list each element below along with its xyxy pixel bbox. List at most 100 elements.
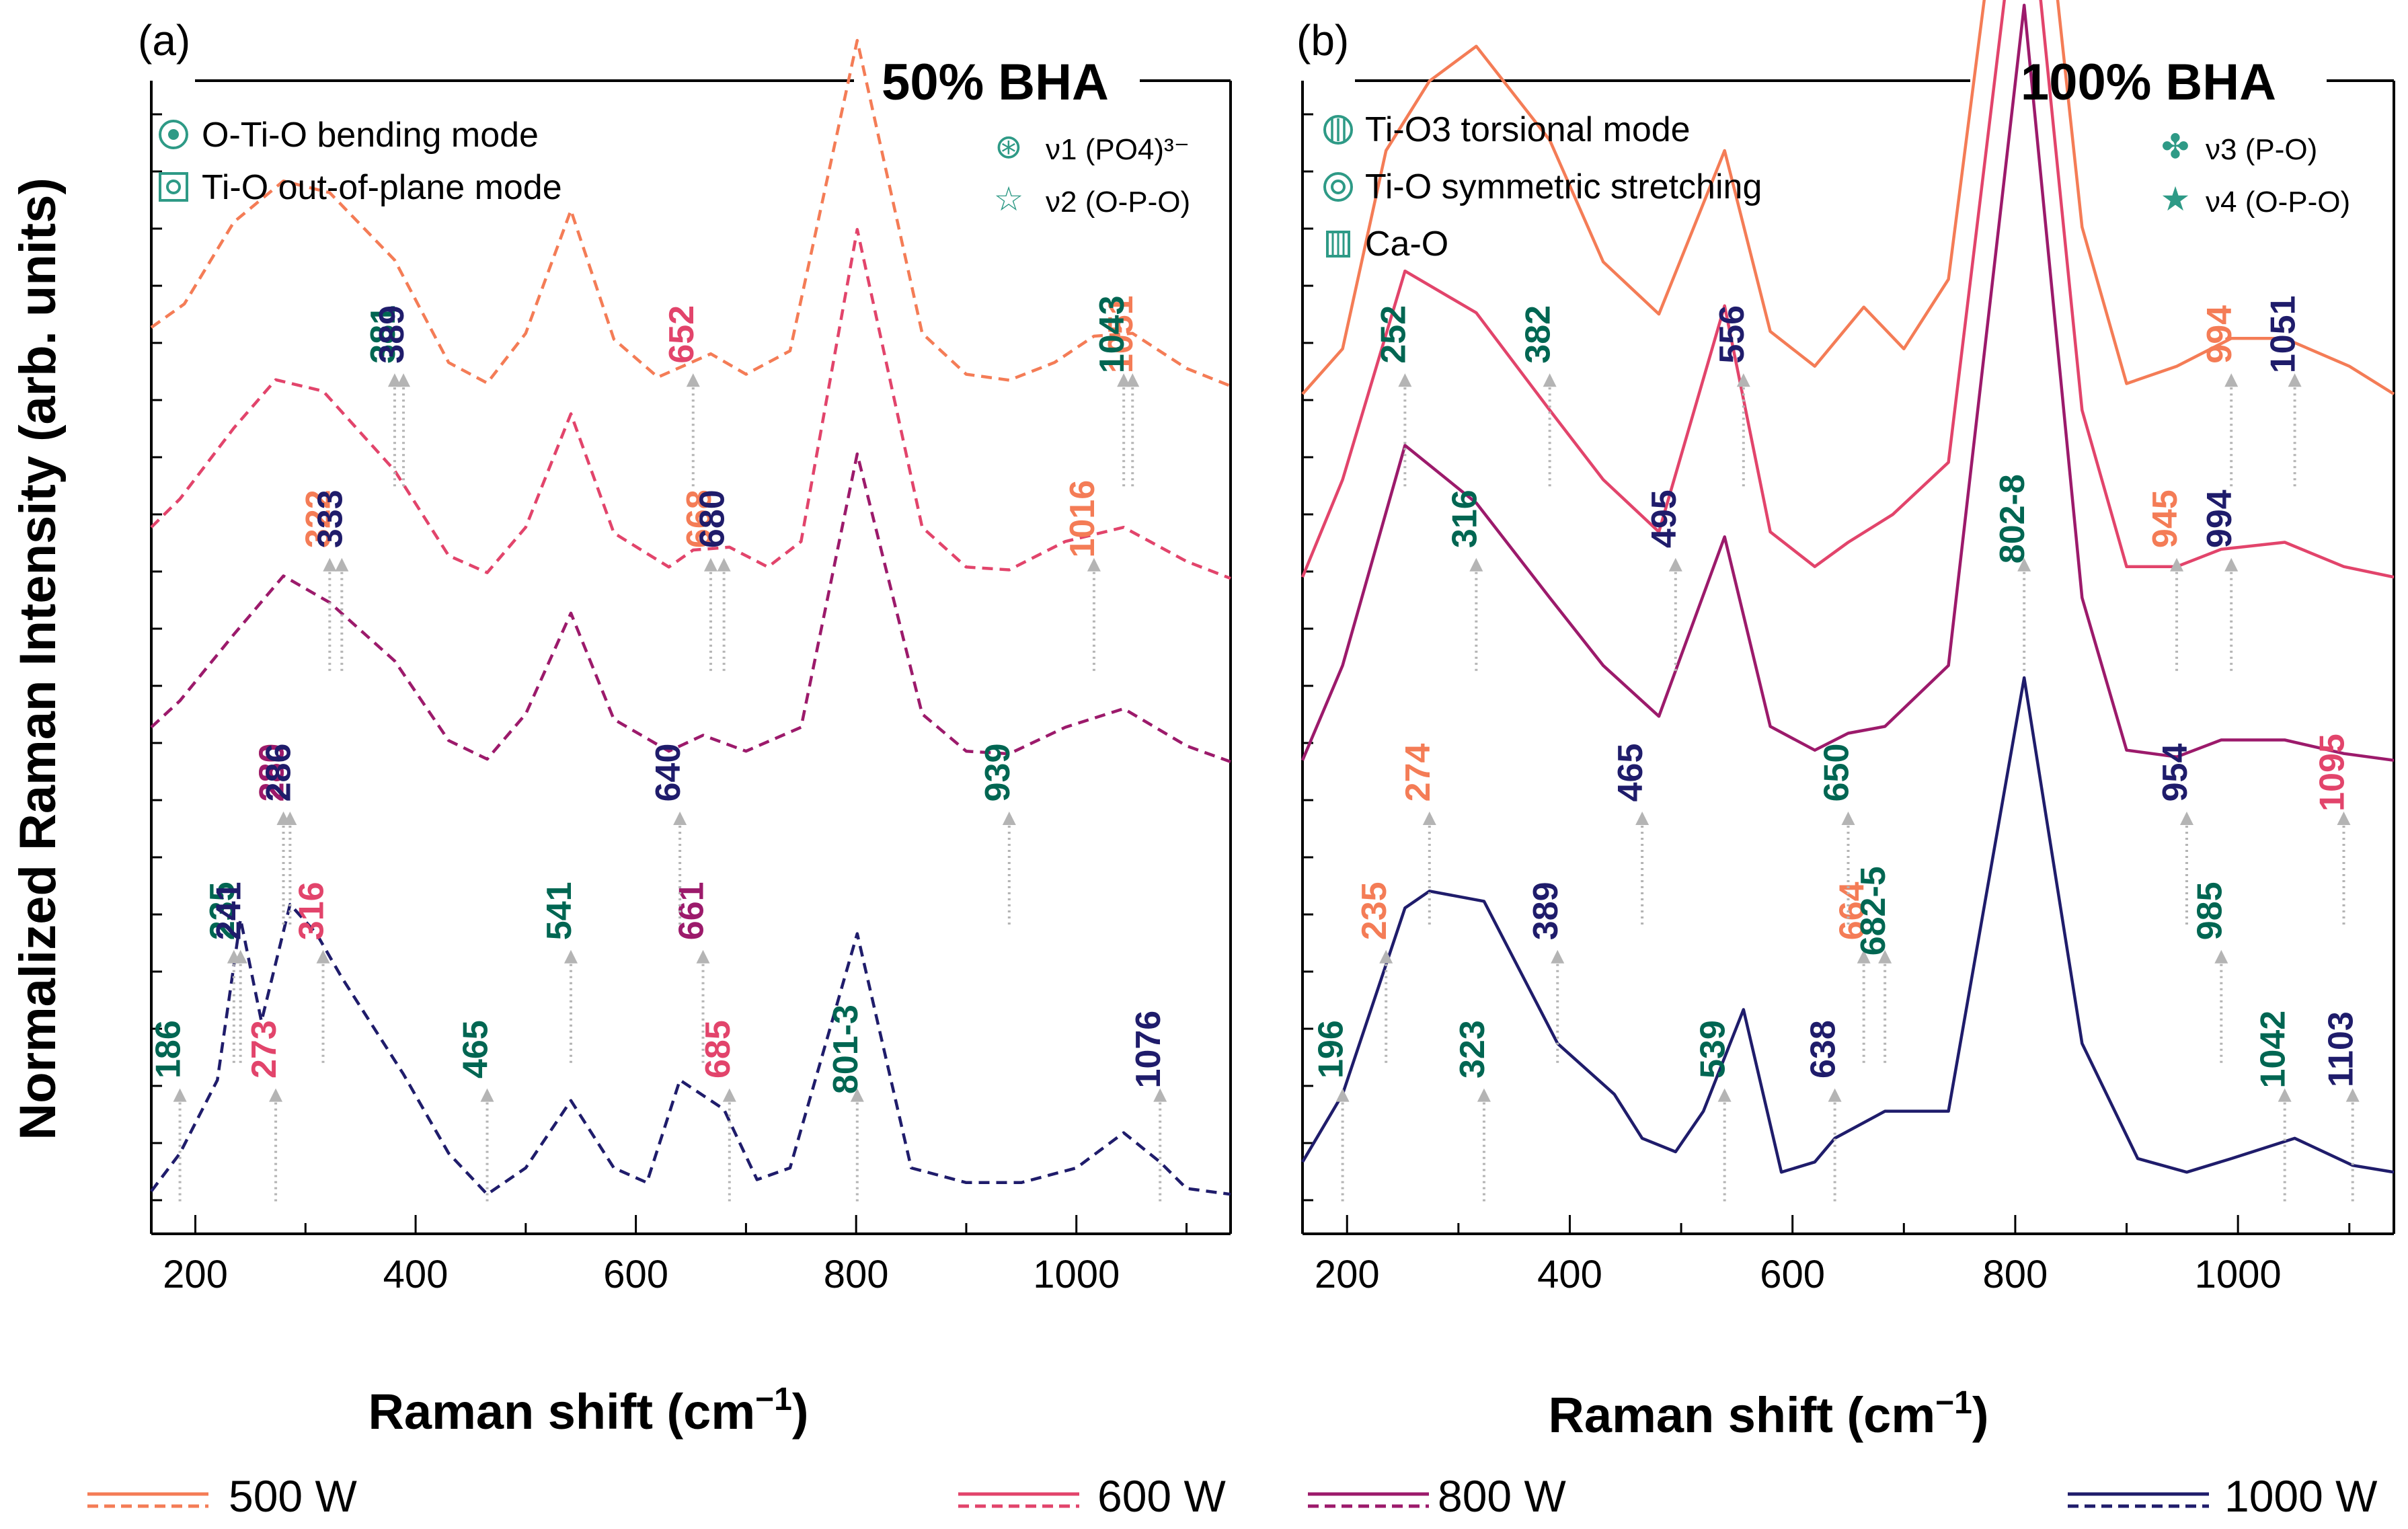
series-line-800w xyxy=(1300,3,2395,762)
peak-label: 945 xyxy=(2146,489,2185,548)
legend-b-left-1: Ti-O symmetric stretching xyxy=(1365,167,1762,206)
annotation-arrowhead xyxy=(335,557,349,572)
peak-label: 1103 xyxy=(2322,1011,2361,1087)
peak-label: 322 xyxy=(299,489,338,548)
peak-label: 994 xyxy=(2200,489,2239,548)
peak-label: 316 xyxy=(292,881,331,940)
peak-label: 1095 xyxy=(2313,734,2352,812)
peak-label: 661 xyxy=(672,881,711,940)
x-axis-label-b: Raman shift (cm−1) xyxy=(1548,1385,1988,1443)
peak-label: 638 xyxy=(1804,1020,1843,1079)
annotation-arrowhead xyxy=(2224,557,2239,572)
annotation-arrowhead xyxy=(2288,373,2302,387)
annotation-arrowhead xyxy=(1087,557,1101,572)
peak-label: 668 xyxy=(680,489,719,548)
legend-a-right-1: ν2 (O-P-O) xyxy=(1046,186,1190,219)
annotation-arrowhead xyxy=(387,373,401,387)
annotation-arrowhead xyxy=(1398,373,1412,387)
peak-label: 495 xyxy=(1645,489,1684,548)
peak-label: 280 xyxy=(253,744,292,802)
peak-label: 274 xyxy=(1399,744,1438,802)
annotation-arrowhead xyxy=(1736,373,1750,387)
peak-label: 650 xyxy=(1818,744,1857,802)
marker-dot xyxy=(159,120,188,149)
peak-label: 1043 xyxy=(1093,295,1132,373)
marker-dot-core xyxy=(168,129,179,140)
peak-label: 994 xyxy=(2200,305,2239,364)
marker-nu4: ★ xyxy=(2161,180,2191,219)
legend-a-right-0: ν1 (PO4)³⁻ xyxy=(1046,133,1190,166)
peak-label: 685 xyxy=(699,1020,738,1079)
x-axis-label-a: Raman shift (cm−1) xyxy=(368,1382,808,1440)
peak-label: 389 xyxy=(373,305,412,364)
peak-label: 954 xyxy=(2156,744,2195,802)
marker-ring-inner xyxy=(1331,180,1346,194)
peak-label: 273 xyxy=(245,1020,284,1079)
panel-a-label: (a) xyxy=(138,16,190,65)
series-line-500w xyxy=(150,38,1231,388)
peak-label: 1051 xyxy=(2264,295,2303,373)
peak-label: 801-3 xyxy=(826,1005,865,1094)
peak-label: 241 xyxy=(210,881,249,940)
annotation-arrowhead xyxy=(1878,949,1892,964)
annotation-arrowhead xyxy=(1841,812,1855,825)
peak-label: 316 xyxy=(1445,489,1484,548)
peak-label: 1076 xyxy=(1129,1011,1168,1089)
peak-label: 680 xyxy=(693,489,732,548)
peak-label: 985 xyxy=(2190,881,2229,940)
x-tick-label: 400 xyxy=(1537,1253,1602,1296)
marker-square xyxy=(159,172,188,202)
annotation-arrowhead xyxy=(1379,949,1393,964)
annotation-arrowhead xyxy=(397,373,411,387)
annotation-arrowhead xyxy=(1551,949,1565,964)
annotation-arrowhead xyxy=(2017,557,2031,572)
annotation-arrowhead xyxy=(696,949,710,964)
annotation-arrowhead xyxy=(2224,373,2239,387)
series-line-800w xyxy=(150,452,1231,764)
legend-a-left-0: O-Ti-O bending mode xyxy=(202,116,539,155)
x-tick-label: 600 xyxy=(1760,1253,1825,1296)
peak-label: 323 xyxy=(1453,1020,1492,1079)
annotation-arrowhead xyxy=(2278,1088,2292,1102)
marker-grid xyxy=(1326,231,1350,258)
peak-label: 381 xyxy=(364,305,403,364)
peak-label: 382 xyxy=(1519,305,1558,364)
x-tick-label: 1000 xyxy=(1033,1253,1120,1296)
annotation-arrowhead xyxy=(1469,557,1483,572)
annotation-arrowhead xyxy=(2214,949,2228,964)
annotation-arrowhead xyxy=(480,1088,494,1102)
peak-label: 1016 xyxy=(1063,480,1102,558)
x-tick-label: 600 xyxy=(603,1253,668,1296)
panel-b-title: 100% BHA xyxy=(2021,54,2276,111)
annotation-arrowhead xyxy=(722,1088,736,1102)
panel-b: 200 400 600 800 1000 196 235 274 316 382 539 664 650… xyxy=(1300,0,2395,1296)
annotation-arrowhead xyxy=(686,373,700,387)
marker-ring xyxy=(1323,172,1353,202)
annotation-arrowhead xyxy=(1543,373,1557,387)
peak-label: 652 xyxy=(662,305,701,364)
annotation-arrowhead xyxy=(1828,1088,1842,1102)
annotation-arrowhead xyxy=(850,1088,864,1102)
peak-label: 389 xyxy=(1526,881,1565,940)
x-tick-label: 1000 xyxy=(2195,1253,2282,1296)
annotation-arrowhead xyxy=(1857,949,1871,964)
marker-square-ring xyxy=(166,180,181,194)
annotation-arrowhead xyxy=(673,812,687,825)
annotation-arrowhead xyxy=(269,1088,283,1102)
peak-label: 640 xyxy=(649,744,688,802)
legend-b-right-0: ν3 (P-O) xyxy=(2206,133,2317,166)
series-line-600w xyxy=(1300,0,2395,579)
peak-label: 280 xyxy=(253,744,292,802)
bottom-legend-600w: 600 W xyxy=(1097,1471,1226,1521)
peak-label: 286 xyxy=(259,744,298,802)
marker-nu3: ✤ xyxy=(2161,127,2189,166)
series-line-500w xyxy=(1301,0,2395,395)
annotation-arrowhead xyxy=(323,557,337,572)
bottom-legend-1000w: 1000 W xyxy=(2224,1471,2378,1521)
annotation-arrowhead xyxy=(717,557,731,572)
annotation-arrowhead xyxy=(1153,1088,1167,1102)
annotation-arrowhead xyxy=(564,949,578,964)
legend-b-right-1: ν4 (O-P-O) xyxy=(2206,186,2350,219)
peak-label: 235 xyxy=(1355,881,1394,940)
